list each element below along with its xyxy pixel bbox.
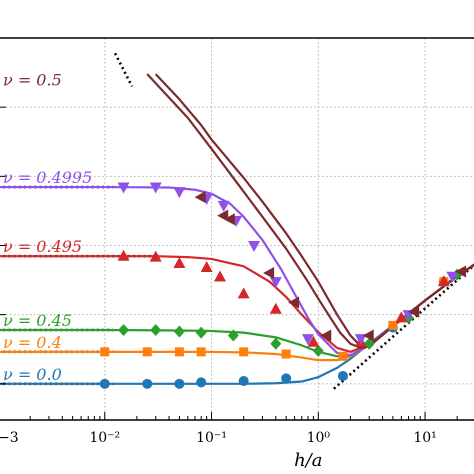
series-3-marker — [237, 287, 250, 299]
x-axis-label: h/a — [294, 450, 322, 471]
series-3-marker — [200, 261, 213, 273]
series-5-marker — [320, 329, 332, 342]
series-label-4: ν = 0.4995 — [3, 168, 92, 187]
series-4-marker — [217, 200, 230, 212]
series-2-marker — [195, 326, 207, 339]
series-1-marker — [196, 347, 206, 357]
series-3-marker — [173, 256, 186, 268]
series-line-2 — [0, 263, 474, 358]
series-1-marker — [142, 347, 152, 357]
series-4-marker — [173, 187, 186, 199]
series-2-marker — [118, 324, 130, 337]
series-1-marker — [239, 347, 249, 357]
series-3-marker — [269, 302, 282, 314]
series-label-5: ν = 0.5 — [3, 71, 62, 90]
x-tick-label: 10⁻¹ — [196, 430, 227, 446]
series-2-marker — [227, 329, 239, 342]
series-0-marker — [238, 375, 249, 386]
series-labels: ν = 0.0 ν = 0.4 ν = 0.45 ν = 0.495 ν = 0.499… — [3, 71, 92, 384]
x-tick-label: −3 — [0, 430, 19, 446]
series-0-marker — [337, 370, 348, 381]
series-5-marker — [223, 213, 235, 226]
series-2-marker — [150, 324, 162, 337]
series-2-marker — [312, 344, 324, 357]
series-4-marker — [269, 277, 282, 289]
series-1-marker — [281, 349, 291, 359]
series-5-marker — [288, 296, 300, 309]
x-tick-label: 10⁰ — [307, 430, 331, 446]
asymptote-small-h-0.5 — [113, 52, 134, 87]
series-3-marker — [395, 311, 408, 323]
series-3-marker — [149, 250, 162, 262]
series-5-marker — [455, 265, 467, 278]
series-4-marker — [149, 182, 162, 194]
series-2-marker — [173, 325, 185, 338]
series-1-marker — [338, 351, 348, 361]
series-2-marker — [363, 337, 375, 350]
series-0-marker — [281, 373, 292, 384]
series-0-marker — [196, 377, 207, 388]
grid-lines — [0, 38, 474, 420]
series-3-marker — [307, 335, 320, 347]
series-label-3: ν = 0.495 — [3, 237, 82, 256]
series-4-marker — [248, 241, 261, 253]
x-tick-label: 10¹ — [413, 430, 436, 446]
series-3-marker — [213, 270, 226, 282]
series-1-marker — [100, 347, 110, 357]
series-3-marker — [437, 275, 450, 287]
series-line-5 — [154, 73, 474, 348]
asymptote-large-h — [333, 263, 474, 390]
axes: −3 10⁻² 10⁻¹ 10⁰ 10¹ — [0, 37, 474, 446]
series-line-3 — [0, 255, 474, 353]
series-3-marker — [117, 249, 130, 261]
series-label-0: ν = 0.0 — [3, 365, 62, 384]
series-0-marker — [99, 378, 110, 389]
series-0-marker — [142, 378, 153, 389]
series-2-marker — [270, 337, 282, 350]
series-1-marker — [388, 320, 398, 330]
series-4-marker — [446, 271, 459, 283]
series-5-marker — [263, 267, 275, 280]
series-5-marker — [194, 191, 206, 204]
series-5-marker — [362, 329, 374, 342]
series-4-marker — [354, 334, 367, 346]
series-4-marker — [301, 334, 314, 346]
series-label-1: ν = 0.4 — [3, 333, 62, 352]
series-5-marker — [408, 305, 420, 318]
series-1-marker — [174, 347, 184, 357]
series-label-2: ν = 0.45 — [3, 311, 72, 330]
series-markers — [99, 182, 467, 389]
x-tick-label: 10⁻² — [89, 430, 120, 446]
series-0-marker — [174, 378, 185, 389]
series-4-marker — [117, 182, 130, 194]
